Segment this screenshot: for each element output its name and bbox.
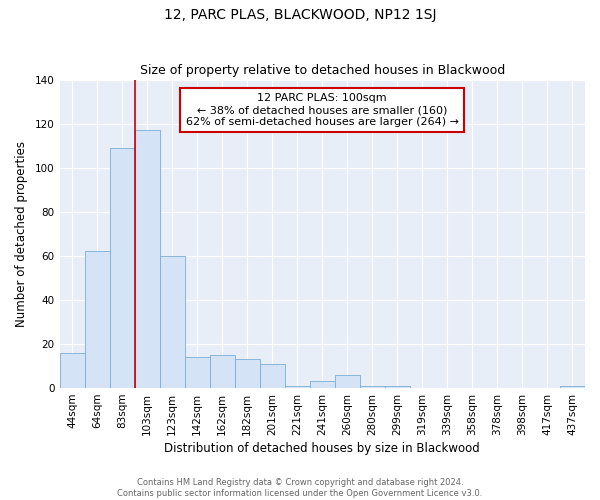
Text: 12, PARC PLAS, BLACKWOOD, NP12 1SJ: 12, PARC PLAS, BLACKWOOD, NP12 1SJ — [164, 8, 436, 22]
Bar — [235, 360, 260, 388]
Bar — [385, 386, 410, 388]
Bar — [110, 148, 134, 388]
Bar — [85, 252, 110, 388]
Text: Contains HM Land Registry data © Crown copyright and database right 2024.
Contai: Contains HM Land Registry data © Crown c… — [118, 478, 482, 498]
Text: 12 PARC PLAS: 100sqm
← 38% of detached houses are smaller (160)
62% of semi-deta: 12 PARC PLAS: 100sqm ← 38% of detached h… — [186, 94, 459, 126]
Bar — [260, 364, 285, 388]
Bar — [360, 386, 385, 388]
X-axis label: Distribution of detached houses by size in Blackwood: Distribution of detached houses by size … — [164, 442, 480, 455]
Y-axis label: Number of detached properties: Number of detached properties — [15, 141, 28, 327]
Bar — [310, 382, 335, 388]
Bar — [185, 357, 209, 388]
Bar — [335, 375, 360, 388]
Bar — [160, 256, 185, 388]
Bar — [209, 355, 235, 388]
Bar — [59, 353, 85, 388]
Title: Size of property relative to detached houses in Blackwood: Size of property relative to detached ho… — [140, 64, 505, 77]
Bar — [134, 130, 160, 388]
Bar — [560, 386, 585, 388]
Bar — [285, 386, 310, 388]
